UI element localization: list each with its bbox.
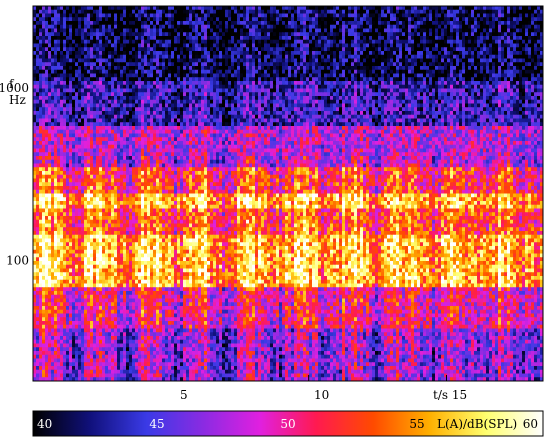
spectrogram-plot xyxy=(33,6,544,382)
